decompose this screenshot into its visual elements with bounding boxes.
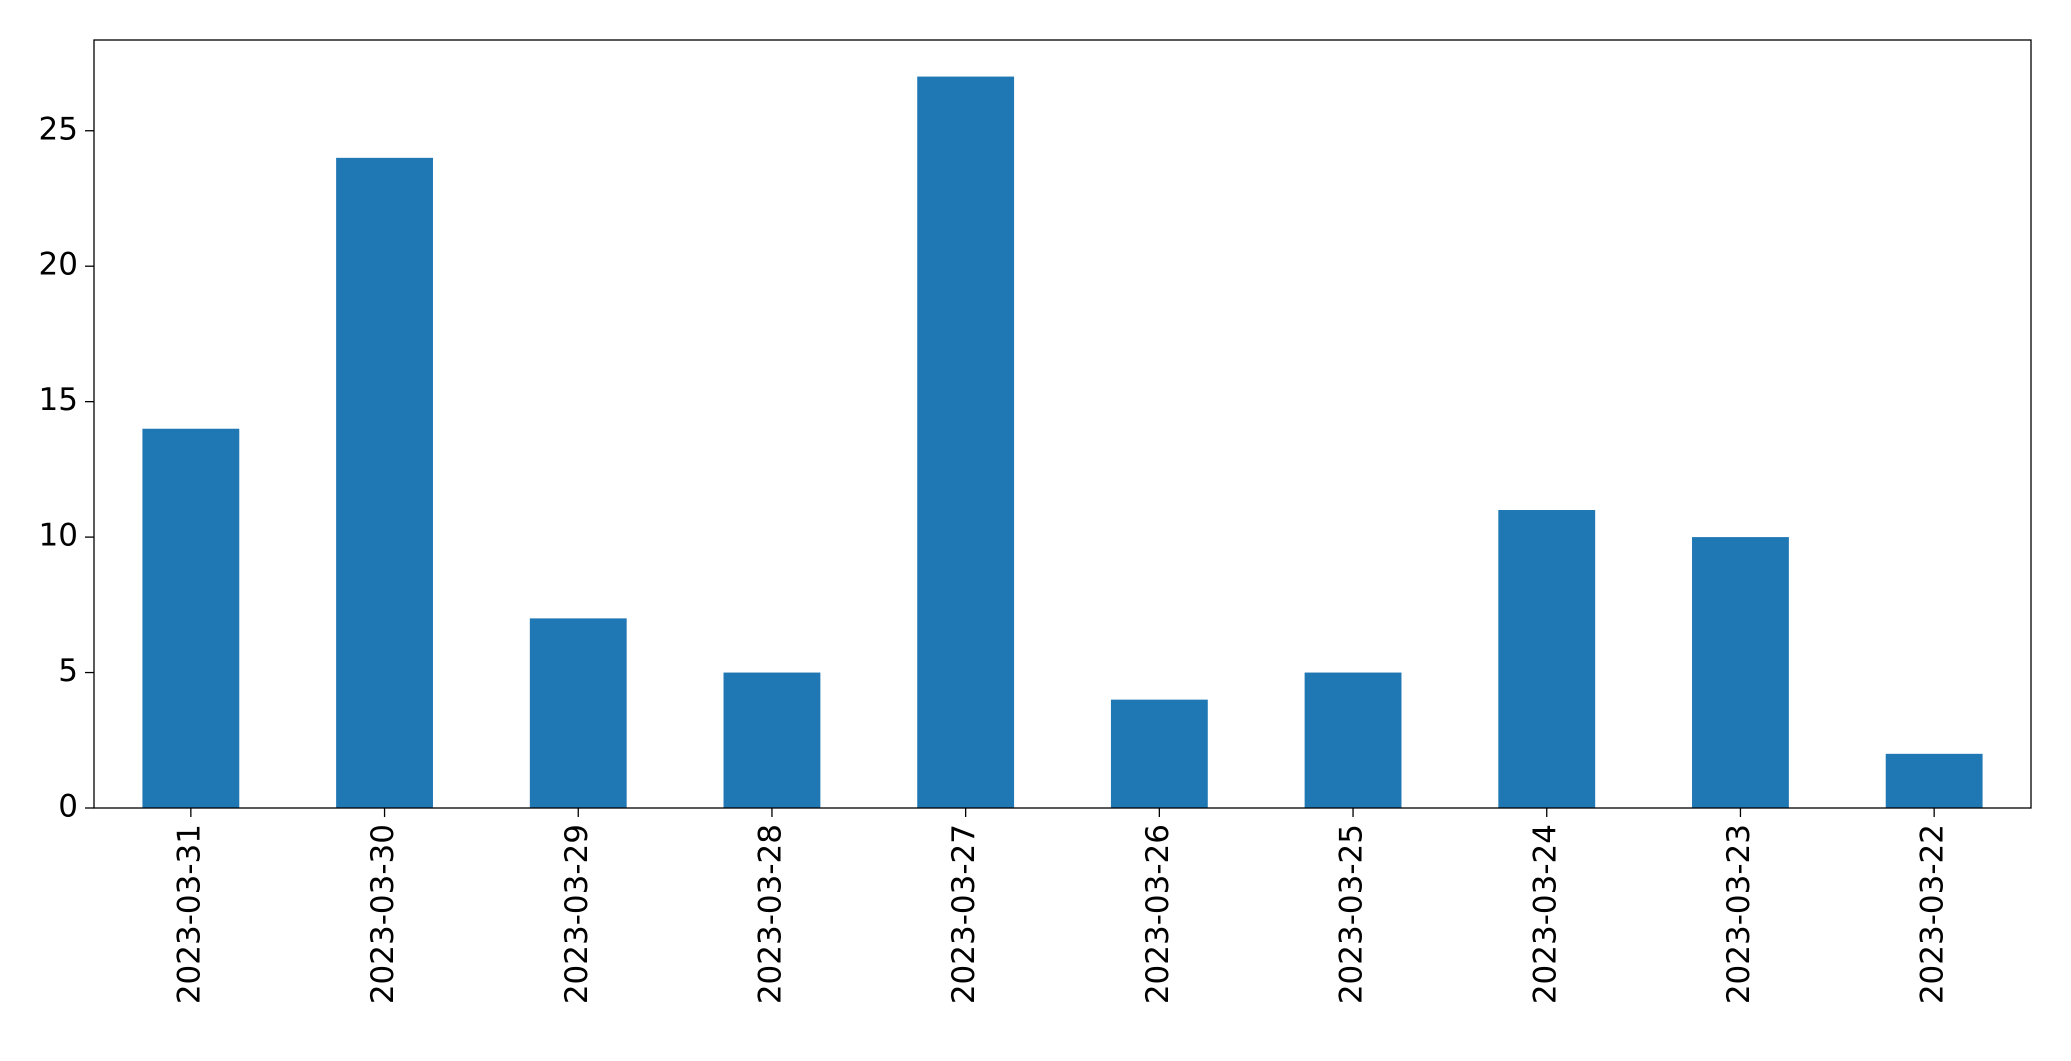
y-tick-label: 5 <box>58 653 78 689</box>
x-tick-label: 2023-03-31 <box>171 824 207 1004</box>
x-tick-label: 2023-03-28 <box>752 824 788 1004</box>
plot-frame <box>93 39 2032 809</box>
y-tick-label: 20 <box>39 247 78 283</box>
bar <box>1304 672 1402 808</box>
bar <box>1692 537 1789 808</box>
bar <box>1498 510 1596 808</box>
x-tick-label: 2023-03-27 <box>946 824 982 1004</box>
x-tick-label: 2023-03-22 <box>1915 824 1951 1004</box>
bar <box>1110 699 1208 808</box>
bar <box>529 618 627 808</box>
bar <box>1885 753 1983 808</box>
x-tick-label: 2023-03-23 <box>1721 824 1757 1004</box>
x-tick-label: 2023-03-29 <box>559 824 595 1004</box>
y-tick-label: 0 <box>58 789 78 825</box>
x-tick-label: 2023-03-26 <box>1140 824 1176 1004</box>
bar <box>142 428 240 808</box>
bar <box>917 76 1015 809</box>
x-tick-label: 2023-03-30 <box>365 824 401 1004</box>
bar <box>336 157 433 809</box>
y-tick-label: 10 <box>39 518 78 554</box>
bar <box>723 672 821 808</box>
y-tick-label: 25 <box>39 111 78 147</box>
x-tick-label: 2023-03-24 <box>1527 824 1563 1004</box>
x-tick-label: 2023-03-25 <box>1334 824 1370 1004</box>
y-tick-label: 15 <box>39 382 78 418</box>
